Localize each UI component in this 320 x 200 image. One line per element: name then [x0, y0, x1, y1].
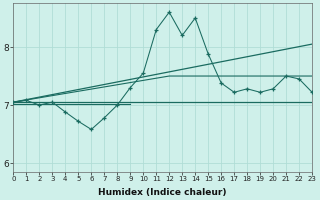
X-axis label: Humidex (Indice chaleur): Humidex (Indice chaleur) — [99, 188, 227, 197]
